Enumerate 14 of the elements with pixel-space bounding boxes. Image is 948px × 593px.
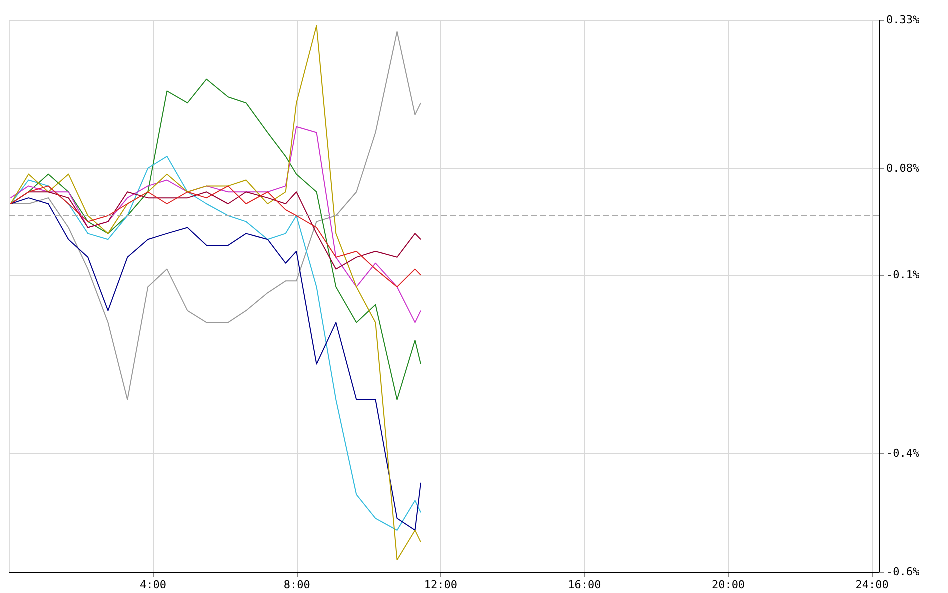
x-tick-label: 8:00 [284, 578, 310, 592]
y-tick-label: -0.4% [886, 446, 920, 460]
x-tick-label: 4:00 [140, 578, 167, 592]
y-tick-label: 0.33% [886, 14, 920, 26]
x-tick-label: 16:00 [568, 578, 602, 592]
y-tick-label: 0.08% [886, 162, 920, 175]
line-series [10, 25, 422, 561]
y-tick-label: -0.1% [886, 268, 920, 282]
y-tick-label: -0.6% [886, 566, 920, 578]
line-series [10, 186, 422, 288]
line-series [10, 126, 422, 324]
x-tick-label: 24:00 [856, 578, 889, 592]
x-tick-label: 20:00 [712, 578, 746, 592]
x-tick-label: 12:00 [424, 578, 458, 592]
